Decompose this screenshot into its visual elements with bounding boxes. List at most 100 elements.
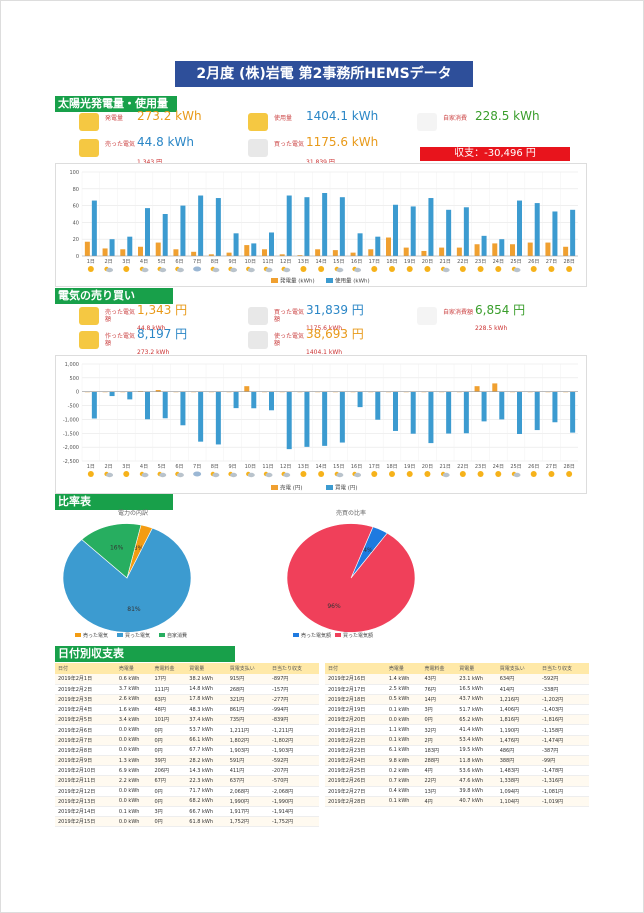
bar-orange [545, 242, 551, 256]
table-cell: 48円 [151, 704, 187, 716]
table-row: 2019年2月18日 0.5 kWh 14円 43.7 kWh 1,216円 -1,202… [325, 694, 589, 706]
bar-blue [446, 391, 452, 434]
table-cell: -570円 [269, 775, 319, 787]
table-cell: -592円 [539, 674, 589, 685]
cloud-icon [212, 472, 220, 478]
table-cell: 2019年2月28日 [325, 796, 386, 807]
trade-chart: 1,000 500 0 -500 -1,000 -1,500 -2,000 -2,500 1日 2… [63, 362, 578, 492]
legend-label: 買電 (円) [335, 485, 358, 492]
x-tick-label: 6日 [175, 259, 183, 265]
pie-title: 電力の内訳 [118, 509, 148, 517]
sun-icon [566, 471, 573, 477]
table-row: 2019年2月16日 1.4 kWh 43円 23.1 kWh 634円 -592円 [325, 674, 589, 685]
bar-orange [315, 249, 321, 256]
table-cell: 1,094円 [496, 786, 540, 797]
table-row: 2019年2月4日 1.6 kWh 48円 48.3 kWh 861円 -994円 [55, 704, 319, 716]
bar-blue [534, 391, 540, 431]
y-tick-label: -500 [68, 404, 79, 410]
table-cell: 1,917円 [226, 806, 270, 818]
table-cell: 1,990円 [226, 796, 270, 807]
bar-blue [127, 236, 133, 256]
solar-stat-value: 44.8 kWh [137, 135, 194, 149]
cloud-icon [212, 267, 220, 273]
table-row: 2019年2月1日 0.6 kWh 17円 38.2 kWh 915円 -897円 [55, 674, 319, 685]
solar-stat-0: 発電量 273.2 kWh [79, 109, 219, 137]
sun-icon [459, 266, 466, 272]
bar-orange [155, 242, 161, 256]
solar-stat-value: 273.2 kWh [137, 109, 202, 123]
table-cell: 76円 [421, 684, 457, 695]
bar-orange [191, 251, 197, 256]
bar-blue [446, 209, 452, 256]
y-tick-label: 40 [73, 220, 79, 226]
table-cell: 2019年2月12日 [55, 786, 116, 797]
x-tick-label: 16日 [351, 464, 362, 470]
cart-icon [248, 307, 268, 325]
x-tick-label: 3日 [122, 259, 130, 265]
table-cell: 17.8 kWh [186, 694, 227, 706]
table-row: 2019年2月5日 3.4 kWh 101円 37.4 kWh 735円 -839円 [55, 714, 319, 726]
x-tick-label: 12日 [280, 259, 291, 265]
table-cell: 2019年2月20日 [325, 714, 386, 726]
x-tick-label: 23日 [475, 259, 486, 265]
table-cell: 4円 [421, 796, 457, 807]
legend-label: 売電 (円) [280, 484, 303, 492]
y-tick-label: 100 [69, 170, 79, 176]
table-cell: -592円 [269, 755, 319, 767]
bar-blue [552, 211, 558, 256]
table-cell: 2.6 kWh [115, 694, 152, 706]
bar-blue [145, 208, 150, 256]
table-cell: -157円 [269, 684, 319, 695]
trade-stat-sub: 44.8 kWh [137, 325, 166, 332]
bar-orange [510, 244, 515, 256]
table-row: 2019年2月9日 1.3 kWh 39円 28.2 kWh 591円 -592円 [55, 755, 319, 767]
bar-blue [251, 243, 257, 256]
table-row: 2019年2月6日 0.0 kWh 0円 53.7 kWh 1,211円 -1,211円 [55, 724, 319, 736]
sun-icon [389, 266, 395, 272]
table-cell: -1,478円 [539, 765, 589, 777]
table-cell: 111円 [151, 684, 187, 695]
y-tick-label: 0 [76, 390, 79, 396]
bar-orange [138, 246, 143, 256]
pie-title: 売買の比率 [336, 509, 366, 517]
solar-stat-label: 買った電気 [274, 141, 305, 148]
table-cell: 19.5 kWh [456, 745, 497, 757]
trade-stat-sub: 1175.6 kWh [306, 325, 343, 332]
table-cell: 61.8 kWh [186, 816, 227, 828]
bar-blue [233, 233, 239, 256]
table-cell: 2019年2月27日 [325, 786, 386, 797]
table-cell: 2019年2月4日 [55, 704, 116, 716]
pie-legend-swatch [335, 633, 341, 637]
x-tick-label: 26日 [528, 464, 539, 470]
table-cell: -1,019円 [539, 796, 589, 807]
column-header: 日当たり収支 [539, 663, 589, 674]
bar-blue [91, 200, 97, 256]
x-tick-label: 28日 [563, 259, 574, 265]
table-row: 2019年2月19日 0.1 kWh 3円 51.7 kWh 1,406円 -1,403円 [325, 704, 589, 716]
x-tick-label: 4日 [140, 464, 148, 470]
pie-slice-label: 81% [127, 606, 141, 613]
cloud-icon [106, 472, 114, 478]
bar-blue [109, 239, 115, 256]
table-cell: 38.2 kWh [186, 674, 227, 685]
solar-stat-2: 自家消費 228.5 kWh [417, 110, 557, 137]
sun-icon [406, 471, 413, 477]
cloud-icon [141, 267, 149, 273]
solar-stat-sub: 1,343 円 [137, 157, 162, 166]
sun-icon [495, 471, 502, 477]
x-tick-label: 12日 [280, 464, 291, 470]
table-row: 2019年2月7日 0.0 kWh 0円 66.1 kWh 1,802円 -1,802円 [55, 735, 319, 746]
x-tick-label: 19日 [404, 259, 415, 265]
table-row: 2019年2月15日 0.0 kWh 0円 61.8 kWh 1,752円 -1,752円 [55, 816, 319, 828]
legend-swatch [326, 278, 333, 283]
legend-label: 発電量 (kWh) [280, 277, 315, 285]
column-header: 買電量 [186, 663, 227, 674]
table-cell: 6.9 kWh [115, 765, 152, 777]
bar-blue [552, 391, 558, 423]
table-cell: 0円 [421, 714, 457, 726]
house-icon [417, 307, 437, 325]
x-tick-label: 27日 [546, 464, 557, 470]
trade-stat-value: 38,693 円 [306, 327, 364, 341]
cloud-icon [513, 267, 521, 273]
